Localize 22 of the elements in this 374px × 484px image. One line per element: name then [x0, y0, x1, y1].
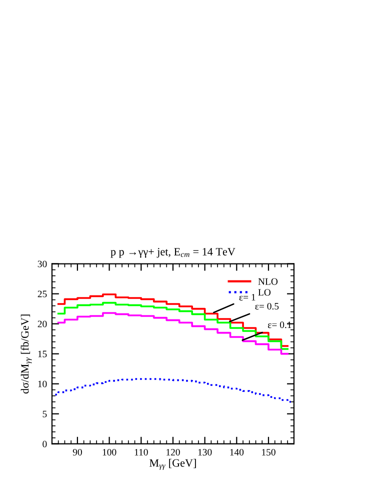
x-tick-label: 90 [72, 448, 82, 456]
annotation: ε= 0.5 [255, 302, 279, 310]
legend-label: LO [258, 289, 271, 296]
legend-label: NLO [258, 278, 278, 285]
y-tick-label: 10 [38, 380, 47, 388]
annotation: ε= 1 [239, 294, 256, 301]
y-tick-label: 20 [38, 320, 47, 328]
y-tick-label: 30 [38, 260, 47, 268]
x-tick-label: 120 [166, 448, 180, 456]
annotation: ε= 0.1 [268, 322, 292, 328]
x-tick-label: 110 [134, 448, 148, 456]
x-tick-label: 150 [262, 448, 276, 456]
x-tick-label: 100 [102, 448, 116, 456]
chart-title: p p →γγ+ jet, E$_{cm}$ = 14 TeV [110, 248, 236, 258]
x-tick-label: 130 [198, 448, 212, 456]
y-tick-label: 5 [42, 410, 47, 418]
y-tick-label: 15 [38, 350, 47, 358]
x-tick-label: 140 [230, 448, 244, 456]
x-axis-title: M$_{γγ}$ [GeV] [150, 458, 196, 470]
y-axis-title: dσ/dM$_{γγ}$ [fb/GeV] [20, 314, 32, 394]
y-tick-label: 25 [38, 290, 47, 298]
y-tick-label: 0 [42, 440, 47, 448]
